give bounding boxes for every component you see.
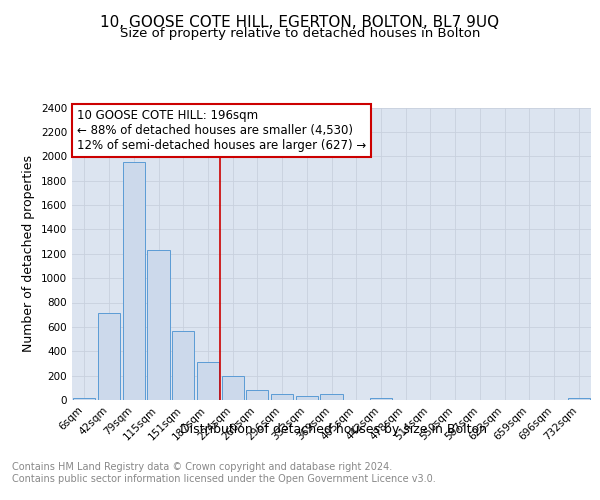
Bar	[320, 394, 343, 400]
Text: 10, GOOSE COTE HILL, EGERTON, BOLTON, BL7 9UQ: 10, GOOSE COTE HILL, EGERTON, BOLTON, BL…	[100, 15, 500, 30]
Bar	[370, 398, 392, 400]
Bar	[568, 398, 590, 400]
Bar	[221, 376, 244, 400]
Text: Contains HM Land Registry data © Crown copyright and database right 2024.
Contai: Contains HM Land Registry data © Crown c…	[12, 462, 436, 484]
Text: 10 GOOSE COTE HILL: 196sqm
← 88% of detached houses are smaller (4,530)
12% of s: 10 GOOSE COTE HILL: 196sqm ← 88% of deta…	[77, 109, 367, 152]
Bar	[197, 362, 219, 400]
Bar	[271, 394, 293, 400]
Bar	[73, 398, 95, 400]
Bar	[172, 330, 194, 400]
Text: Size of property relative to detached houses in Bolton: Size of property relative to detached ho…	[120, 28, 480, 40]
Bar	[296, 396, 318, 400]
Bar	[122, 162, 145, 400]
Bar	[98, 314, 120, 400]
Bar	[148, 250, 170, 400]
Text: Distribution of detached houses by size in Bolton: Distribution of detached houses by size …	[179, 422, 487, 436]
Y-axis label: Number of detached properties: Number of detached properties	[22, 155, 35, 352]
Bar	[246, 390, 268, 400]
